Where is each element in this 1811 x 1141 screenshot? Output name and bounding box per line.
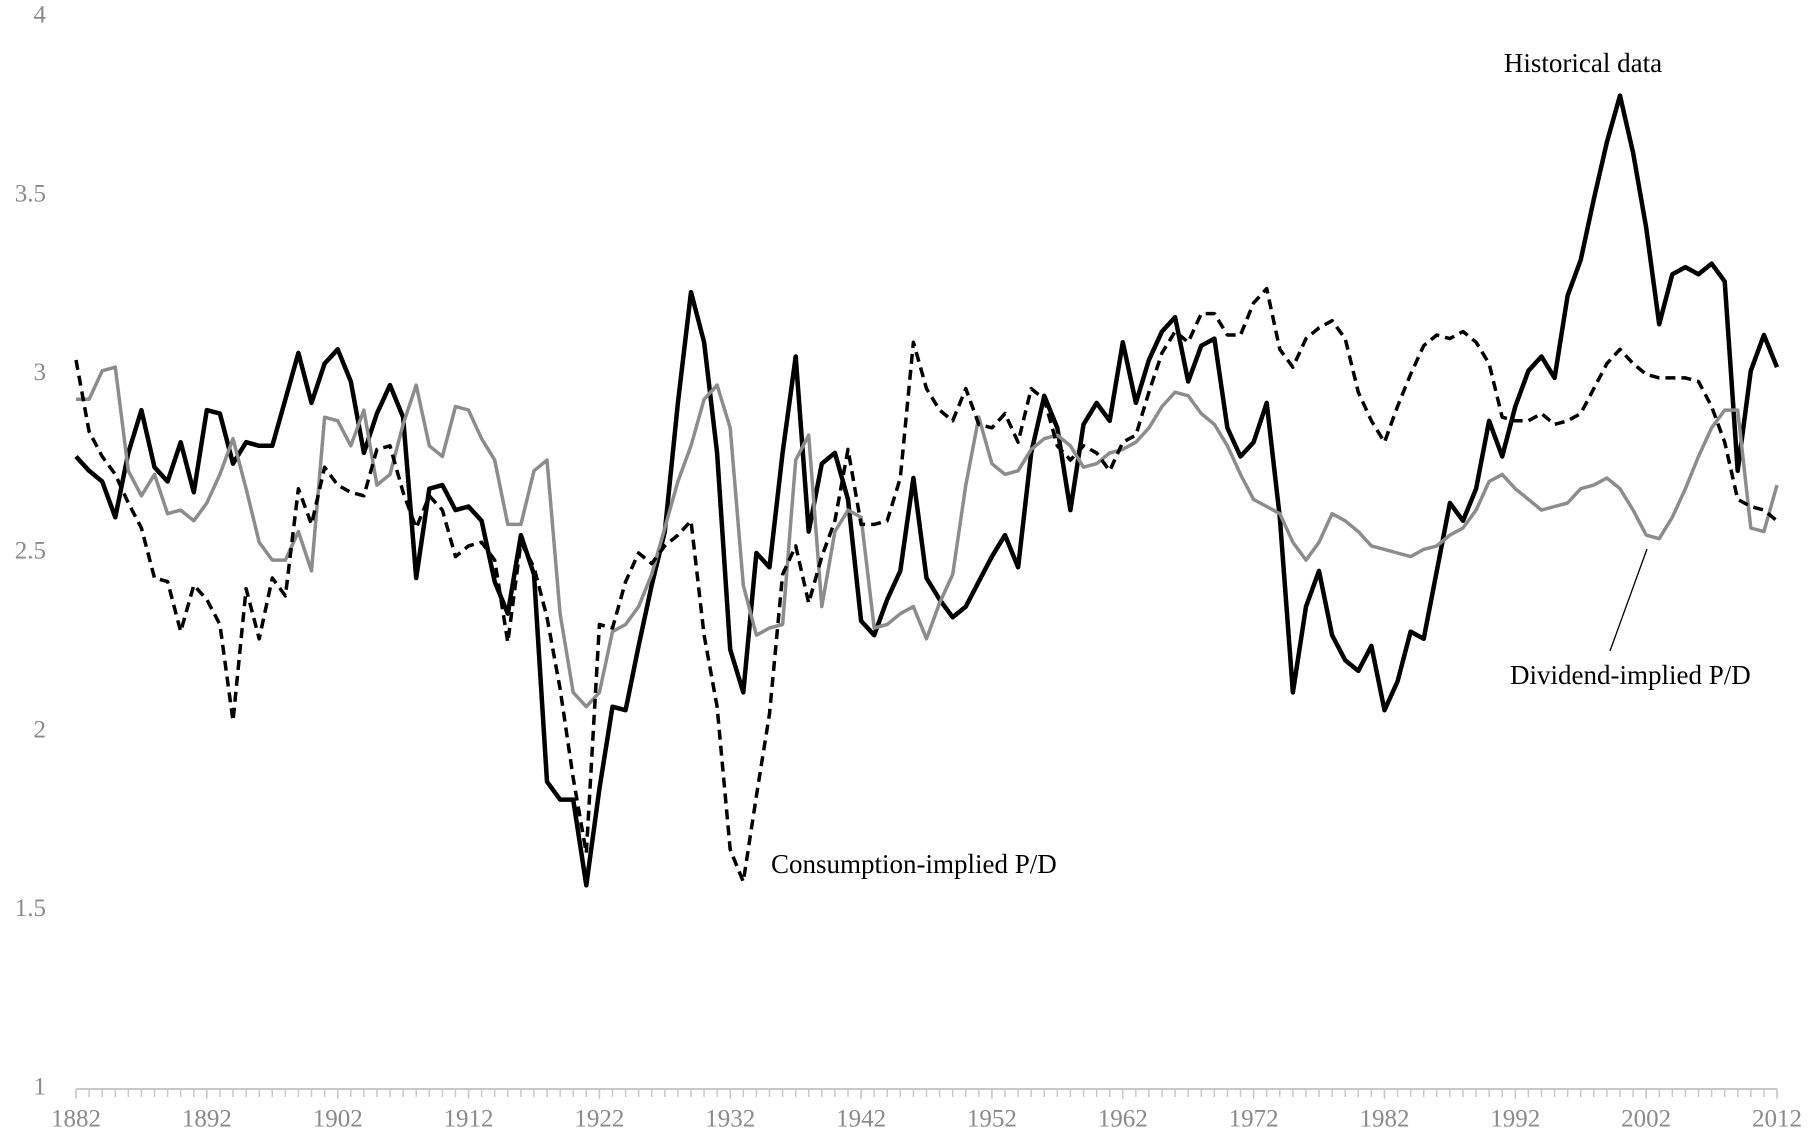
y-tick-label: 3.5 [15,180,46,207]
x-tick-label: 1962 [1098,1106,1148,1133]
y-tick-label: 2.5 [15,538,46,565]
x-tick-label: 1922 [574,1106,624,1133]
y-tick-label: 2 [34,716,47,743]
x-tick-label: 2002 [1621,1106,1671,1133]
y-tick-label: 1.5 [15,895,46,922]
y-tick-label: 3 [34,359,47,386]
x-tick-label: 1992 [1490,1106,1540,1133]
series-annotation: Historical data [1504,48,1662,78]
series-line [74,286,1779,884]
x-tick-label: 1932 [705,1106,755,1133]
series-line [74,93,1780,888]
x-tick-label: 1982 [1359,1106,1409,1133]
x-tick-label: 1912 [444,1106,494,1133]
y-tick-label: 1 [34,1074,47,1101]
y-tick-label: 4 [34,2,47,29]
x-tick-label: 1882 [51,1106,101,1133]
series-annotation: Consumption-implied P/D [771,849,1057,879]
x-tick-label: 1942 [836,1106,886,1133]
x-tick-label: 1902 [313,1106,363,1133]
x-tick-label: 1972 [1229,1106,1279,1133]
x-tick-label: 1952 [967,1106,1017,1133]
x-tick-label: 2012 [1752,1106,1802,1133]
x-tick-label: 1892 [182,1106,232,1133]
leader-line [1609,548,1648,652]
series-line [76,365,1779,709]
series-annotation: Dividend-implied P/D [1510,660,1751,690]
